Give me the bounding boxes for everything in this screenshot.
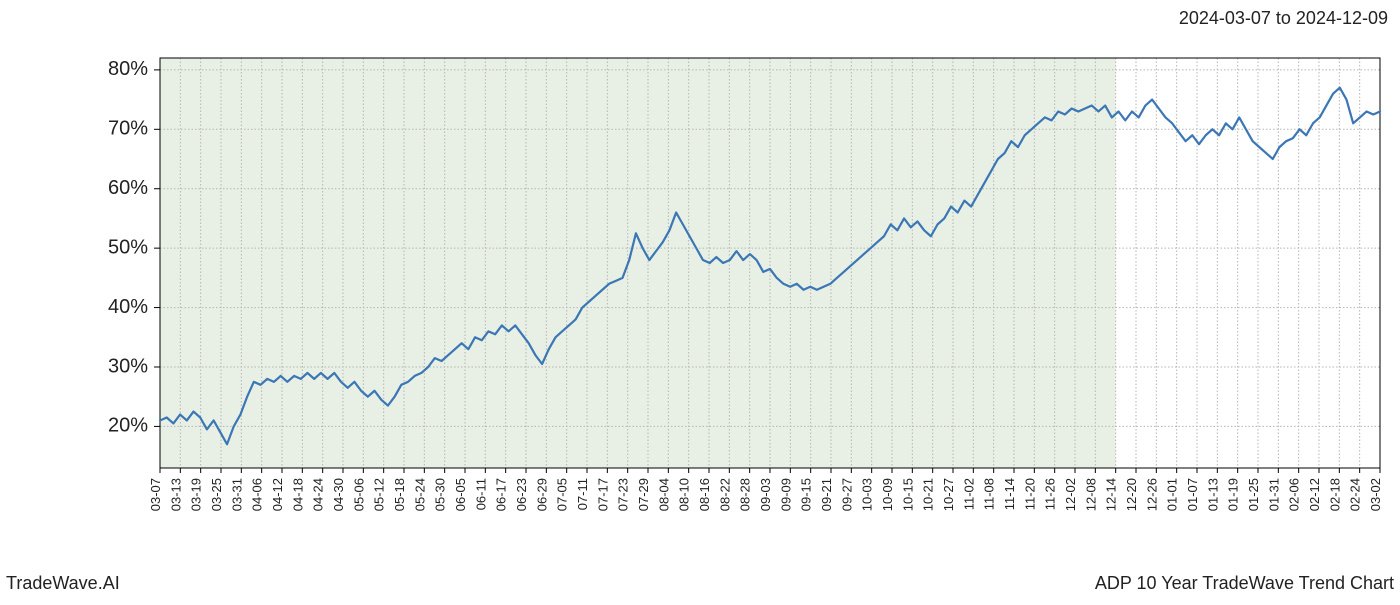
x-tick-label: 09-21 [819, 478, 834, 511]
x-tick-label: 04-30 [331, 478, 346, 511]
x-tick-label: 06-23 [514, 478, 529, 511]
x-tick-label: 02-06 [1287, 478, 1302, 511]
x-tick-label: 12-20 [1124, 478, 1139, 511]
x-tick-label: 09-15 [799, 478, 814, 511]
x-tick-label: 09-27 [839, 478, 854, 511]
x-tick-label: 10-09 [880, 478, 895, 511]
x-tick-label: 07-05 [555, 478, 570, 511]
x-tick-label: 10-15 [900, 478, 915, 511]
x-tick-label: 06-05 [453, 478, 468, 511]
x-tick-label: 01-01 [1165, 478, 1180, 511]
y-tick-label: 80% [108, 58, 148, 80]
x-tick-label: 05-30 [433, 478, 448, 511]
x-tick-label: 12-08 [1083, 478, 1098, 511]
x-tick-label: 06-17 [494, 478, 509, 511]
x-tick-label: 04-12 [270, 478, 285, 511]
x-tick-label: 03-07 [148, 478, 163, 511]
x-tick-label: 10-21 [921, 478, 936, 511]
x-tick-label: 07-11 [575, 478, 590, 510]
x-tick-label: 03-19 [189, 478, 204, 511]
x-tick-label: 01-13 [1205, 478, 1220, 511]
y-tick-label: 40% [108, 296, 148, 318]
x-tick-label: 01-07 [1185, 478, 1200, 511]
x-tick-label: 07-29 [636, 478, 651, 511]
x-tick-label: 06-11 [473, 478, 488, 510]
x-tick-label: 12-14 [1104, 478, 1119, 511]
x-tick-label: 05-06 [351, 478, 366, 511]
x-tick-label: 12-02 [1063, 478, 1078, 511]
x-tick-label: 03-13 [168, 478, 183, 511]
x-tick-label: 11-26 [1043, 478, 1058, 510]
x-tick-label: 08-16 [697, 478, 712, 511]
x-tick-label: 08-22 [717, 478, 732, 511]
x-tick-label: 02-24 [1348, 478, 1363, 511]
x-tick-label: 08-28 [738, 478, 753, 511]
y-tick-label: 70% [108, 118, 148, 140]
x-tick-label: 07-17 [595, 478, 610, 511]
x-tick-label: 11-02 [961, 478, 976, 510]
x-tick-label: 04-18 [290, 478, 305, 511]
x-tick-label: 04-24 [311, 478, 326, 511]
y-tick-label: 60% [108, 177, 148, 199]
y-tick-label: 30% [108, 355, 148, 377]
x-tick-label: 02-18 [1327, 478, 1342, 511]
highlight-region [160, 58, 1116, 468]
x-tick-label: 08-04 [656, 478, 671, 511]
x-tick-label: 09-09 [778, 478, 793, 511]
trend-chart: 20% 30% 40% 50% 60% 70% 80% 03-07 03-13 03-19 03-2… [0, 0, 1400, 600]
x-tick-label: 03-31 [229, 478, 244, 511]
x-tick-label: 06-29 [534, 478, 549, 511]
x-tick-label: 12-26 [1144, 478, 1159, 511]
x-tick-label: 02-12 [1307, 478, 1322, 511]
x-tick-label: 10-27 [941, 478, 956, 511]
x-tick-label: 10-03 [860, 478, 875, 511]
x-tick-label: 01-25 [1246, 478, 1261, 511]
y-tick-label: 50% [108, 236, 148, 258]
x-tick-label: 11-20 [1022, 478, 1037, 510]
x-tick-label: 05-12 [372, 478, 387, 511]
x-tick-label: 07-23 [616, 478, 631, 511]
y-tick-label: 20% [108, 415, 148, 437]
chart-svg: 20% 30% 40% 50% 60% 70% 80% 03-07 03-13 03-19 03-2… [0, 0, 1400, 600]
x-tick-label: 11-14 [1002, 478, 1017, 510]
x-tick-label: 03-02 [1368, 478, 1383, 511]
x-tick-label: 01-19 [1226, 478, 1241, 511]
x-tick-label: 09-03 [758, 478, 773, 511]
x-tick-label: 05-18 [392, 478, 407, 511]
x-tick-label: 04-06 [250, 478, 265, 511]
x-tick-label: 08-10 [677, 478, 692, 511]
x-tick-label: 01-31 [1266, 478, 1281, 511]
x-tick-label: 11-08 [982, 478, 997, 510]
x-tick-label: 05-24 [412, 478, 427, 511]
x-tick-label: 03-25 [209, 478, 224, 511]
